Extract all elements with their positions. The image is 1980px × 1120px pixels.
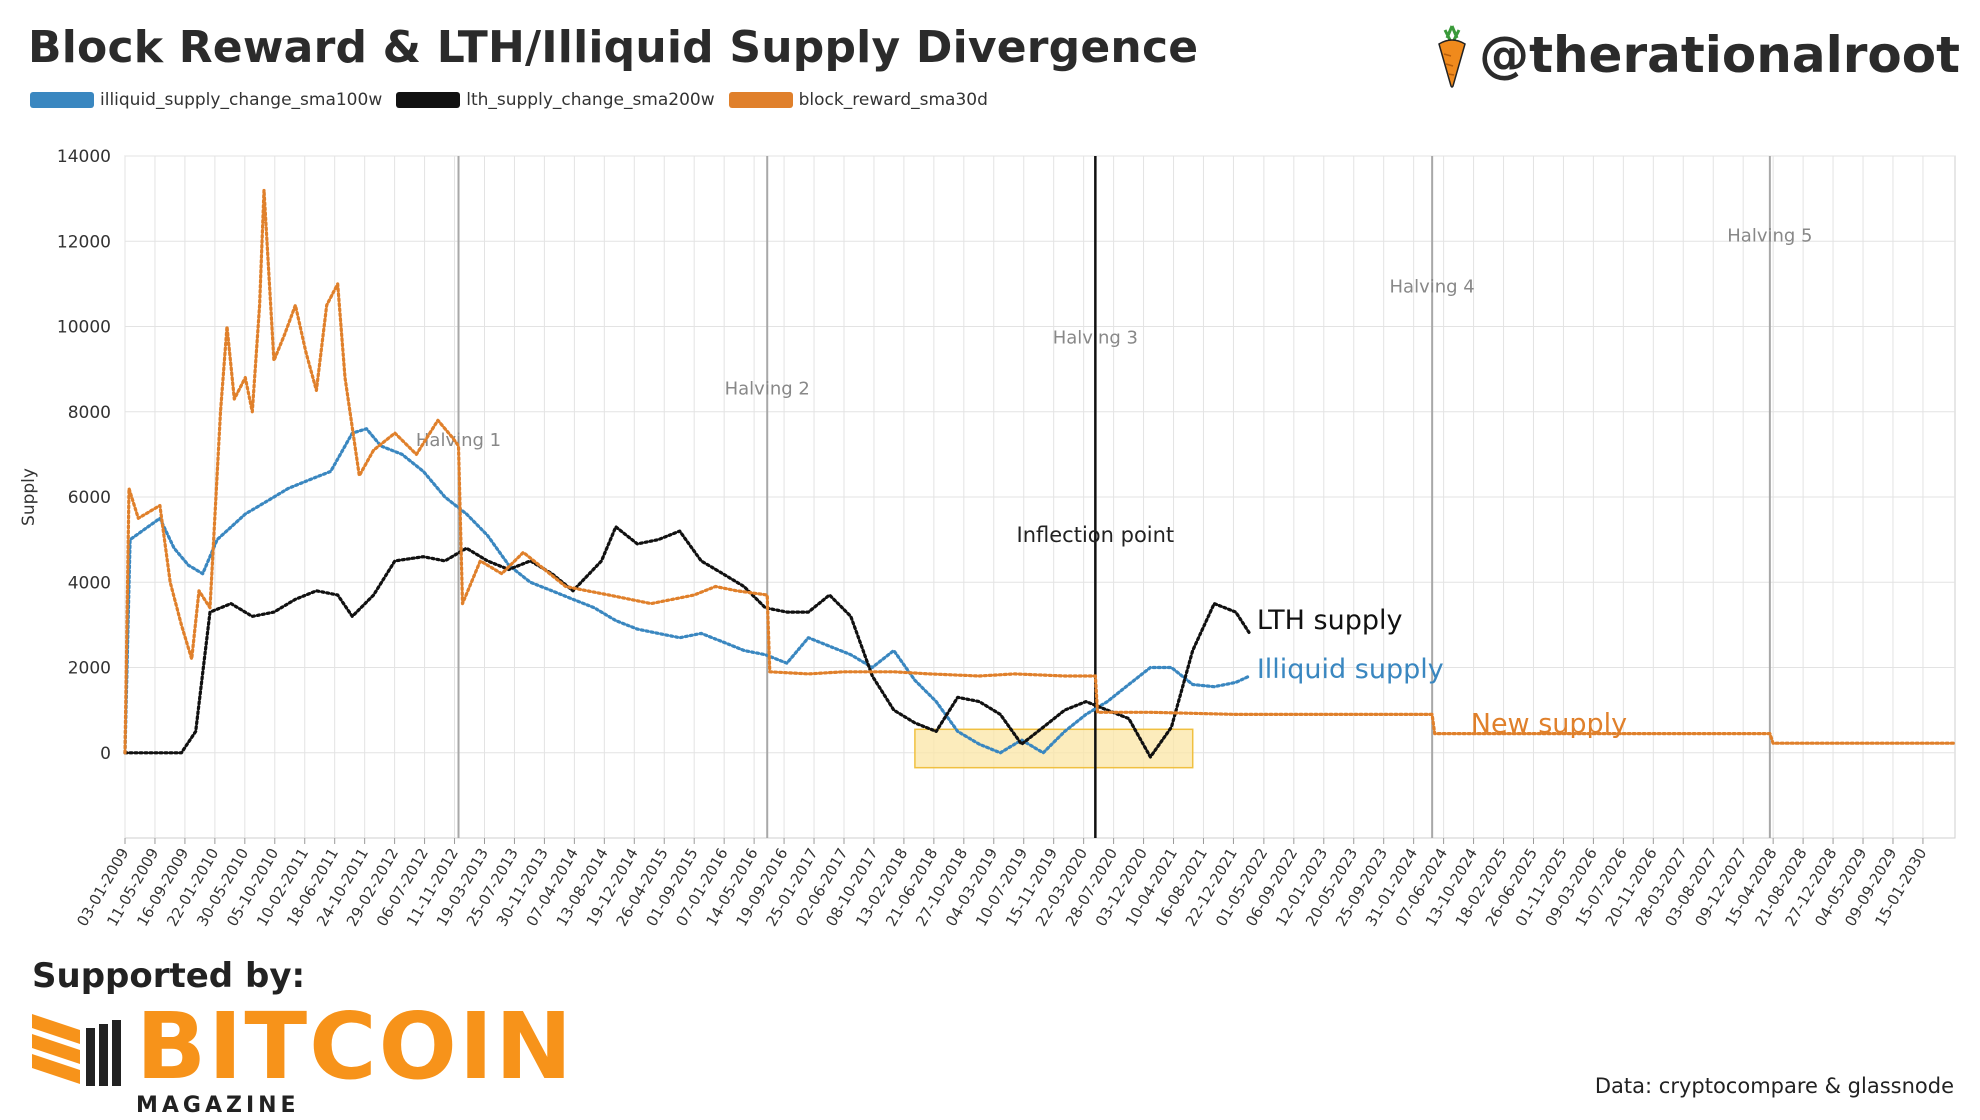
legend-item-reward[interactable]: block_reward_sma30d [728,90,988,110]
bitcoin-magazine-logo-icon [32,1014,121,1086]
chart-area: 03-01-200911-05-200916-09-200922-01-2010… [19,147,1957,930]
illiquid-supply-annotation: Illiquid supply [1257,654,1444,685]
y-tick-label: 0 [100,744,111,764]
y-tick-label: 10000 [57,318,111,338]
reward-series-line [123,188,1957,755]
brand-subtitle: MAGAZINE [136,1092,300,1118]
lth-supply-annotation: LTH supply [1257,605,1403,636]
brand-name: BITCOIN [136,993,575,1100]
y-axis-label: Supply [19,468,39,526]
y-tick-label: 14000 [57,147,111,167]
legend-label-illiquid: illiquid_supply_change_sma100w [100,90,383,110]
carrot-icon [1438,25,1466,88]
bitcoin-magazine-logo: BITCOIN MAGAZINE [30,993,575,1118]
lth-series-line [123,525,1252,759]
halving-label: Halving 5 [1727,225,1812,246]
legend-item-lth[interactable]: lth_supply_change_sma200w [396,90,715,110]
halving-label: Halving 1 [416,430,501,451]
legend-label-reward: block_reward_sma30d [798,90,988,110]
chart-legend: illiquid_supply_change_sma100w lth_suppl… [30,90,988,110]
legend-swatch-reward [728,92,793,108]
legend-label-lth: lth_supply_change_sma200w [466,90,715,110]
halving-label: Halving 4 [1390,276,1475,297]
new-supply-annotation: New supply [1471,708,1627,739]
legend-swatch-lth [396,92,461,108]
author-handle: @therationalroot [1435,22,1960,88]
y-tick-label: 6000 [68,488,111,508]
y-tick-label: 4000 [68,573,111,593]
y-tick-label: 8000 [68,403,111,423]
y-tick-label: 2000 [68,659,111,679]
legend-item-illiquid[interactable]: illiquid_supply_change_sma100w [30,90,382,110]
legend-swatch-illiquid [30,92,94,108]
data-source: Data: cryptocompare & glassnode [1594,1074,1954,1098]
handle-text: @therationalroot [1479,26,1960,84]
inflection-label: Inflection point [1017,523,1175,547]
illiquid-series-line [123,427,1252,755]
y-tick-label: 12000 [57,232,111,252]
halving-label: Halving 2 [725,379,810,400]
highlight-box [914,728,1194,769]
supported-by-label: Supported by: [32,956,306,996]
chart-title: Block Reward & LTH/Illiquid Supply Diver… [28,22,1199,73]
